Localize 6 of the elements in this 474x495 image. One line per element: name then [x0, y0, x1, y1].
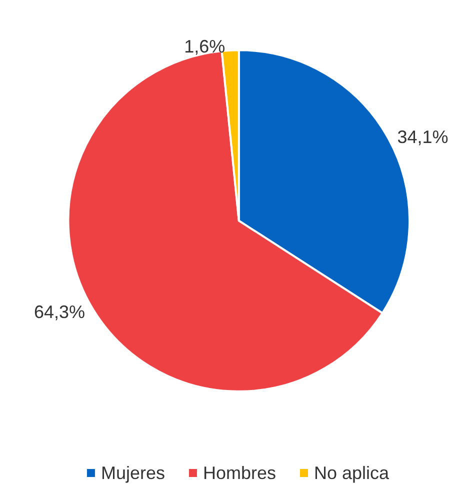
- legend-label: Hombres: [202, 463, 276, 483]
- legend-label: No aplica: [314, 463, 390, 483]
- data-label: 34,1%: [397, 127, 448, 148]
- legend-label: Mujeres: [100, 463, 165, 483]
- data-label: 1,6%: [184, 36, 226, 56]
- data-label: 64,3%: [34, 302, 85, 322]
